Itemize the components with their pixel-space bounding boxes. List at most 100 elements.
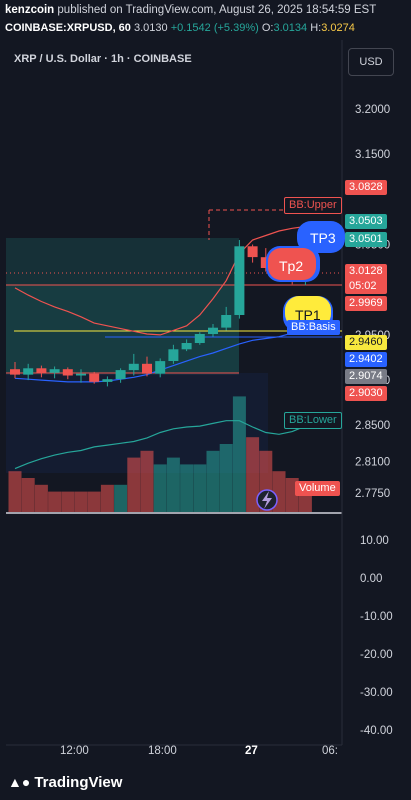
candle-body (181, 343, 192, 350)
stop-price-tag: 2.9969 (345, 296, 387, 311)
volume-bar (166, 457, 180, 512)
candle (194, 332, 205, 345)
volume-bar (153, 464, 167, 512)
volume-bar (127, 457, 141, 512)
candle-body (260, 257, 271, 268)
candle (208, 324, 218, 337)
tp2-badge[interactable]: Tp2 (266, 246, 320, 282)
time-tick-label: 06: (322, 745, 338, 757)
candle-body (168, 349, 179, 361)
chart-svg[interactable]: 3.20003.15003.05002.95002.90002.85002.81… (0, 40, 411, 770)
tp3-badge[interactable]: TP3 (297, 221, 345, 253)
symbol-line: COINBASE:XRPUSD, 60 3.0130 +0.1542 (+5.3… (5, 22, 355, 34)
currency-button[interactable]: USD (348, 48, 394, 76)
candle (155, 358, 166, 378)
candle-body (221, 315, 232, 328)
last-price: 3.0130 (133, 22, 168, 34)
volume-bars (8, 396, 312, 512)
symbol-name[interactable]: COINBASE:XRPUSD, 60 (5, 22, 131, 34)
tp2-badge-bg (268, 248, 316, 280)
bb-upper-price-tag: 3.0828 (345, 180, 387, 195)
candle (234, 240, 245, 319)
candle-body (36, 368, 47, 373)
price-tick-label: 3.2000 (355, 104, 390, 116)
candle (221, 306, 232, 331)
time-tick-label: 18:00 (148, 745, 177, 757)
price-tick-label: 2.8100 (355, 456, 390, 468)
volume-bar (298, 491, 312, 512)
tp3-label: TP3 (310, 230, 336, 246)
tp3-badge-bg (297, 221, 345, 253)
symbol-legend[interactable]: XRP / U.S. Dollar · 1h · COINBASE (14, 53, 192, 65)
volume-bar (48, 491, 62, 512)
last-price-tag: 3.0128 05:02 (345, 264, 387, 294)
oscillator-tick-label: -30.00 (360, 687, 393, 699)
oscillator-pane (6, 510, 342, 745)
candle (62, 367, 73, 380)
candle-body (10, 369, 20, 375)
tradingview-logo[interactable]: ▲● TradingView (8, 774, 122, 791)
bb-upper-line (14, 225, 306, 336)
tradingview-logo-icon: ▲● (8, 774, 31, 790)
candle (168, 344, 179, 364)
price-change: +0.1542 (+5.39%) (170, 22, 259, 34)
time-tick-label: 27 (245, 745, 258, 757)
price-tick-label: 2.7750 (355, 488, 390, 500)
volume-bar (87, 491, 101, 512)
candle-body (62, 369, 73, 376)
bb-lower-label: BB:Lower (284, 412, 342, 429)
chart-area[interactable]: 3.20003.15003.05002.95002.90002.85002.81… (0, 40, 411, 770)
volume-bar (21, 478, 35, 512)
price-tick-label: 3.1500 (355, 149, 390, 161)
candle (128, 353, 139, 376)
high-value: 3.0274 (321, 22, 355, 34)
candle (247, 244, 258, 263)
volume-bar (232, 396, 246, 512)
candle-body (128, 363, 139, 371)
target-zone (6, 238, 239, 373)
volume-bar (114, 484, 128, 512)
volume-bar (34, 484, 48, 512)
volume-label: Volume (295, 481, 340, 496)
lightning-icon[interactable] (256, 489, 278, 511)
open-value: 3.0134 (273, 22, 308, 34)
candle (49, 366, 60, 379)
bb-lower-price-tag: 2.9030 (345, 386, 387, 401)
bb-lower-line (14, 420, 306, 470)
candle (10, 362, 20, 379)
candle (181, 339, 192, 352)
basis-line-price-tag: 2.9460 (345, 335, 387, 350)
bb-basis-price-tag: 2.9402 (345, 352, 387, 367)
volume-bar (193, 464, 207, 512)
candle (115, 368, 126, 383)
oscillator-tick-label: -40.00 (360, 725, 393, 737)
publish-header: kenzcoin published on TradingView.com, A… (0, 0, 411, 40)
tp3-price-tag: 3.0503 (345, 214, 387, 229)
candle-body (155, 361, 166, 374)
publisher-name[interactable]: kenzcoin (5, 4, 55, 16)
candle-body (102, 379, 113, 382)
candle-body (115, 370, 126, 380)
candle (260, 248, 271, 272)
volume-bar (246, 437, 260, 512)
candle-body (247, 246, 258, 258)
candle (36, 365, 47, 378)
candle-body (234, 246, 245, 315)
publisher-line: kenzcoin published on TradingView.com, A… (5, 4, 376, 16)
publish-info: published on TradingView.com, August 26,… (54, 4, 377, 16)
candle (23, 363, 34, 381)
volume-bar (140, 450, 154, 512)
volume-bar (206, 450, 220, 512)
last-price-value: 3.0128 (349, 265, 383, 277)
open-label: O: (261, 22, 274, 34)
candle (142, 356, 152, 377)
bb-basis-label: BB:Basis (287, 320, 340, 335)
candle-body (208, 327, 218, 334)
tp1-label: TP1 (295, 307, 321, 323)
oscillator-tick-label: 10.00 (360, 535, 389, 547)
candle-body (76, 373, 86, 376)
volume-bar (74, 491, 88, 512)
tp2-label: Tp2 (279, 258, 303, 274)
volume-bar (219, 444, 233, 512)
bb-upper-label: BB:Upper (284, 197, 342, 214)
